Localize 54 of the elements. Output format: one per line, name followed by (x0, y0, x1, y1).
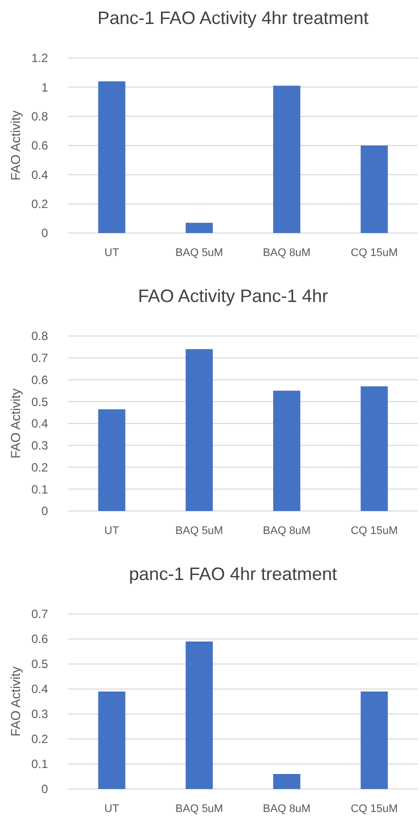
bar (273, 86, 300, 233)
x-tick-label: CQ 15uM (350, 525, 398, 537)
y-tick-label: 0.4 (31, 168, 48, 182)
y-tick-label: 0.2 (31, 460, 48, 474)
y-tick-label: 0.6 (31, 632, 48, 646)
y-tick-label: 1 (41, 80, 48, 94)
bar (98, 81, 126, 233)
y-tick-label: 0.1 (31, 757, 48, 772)
chart-title: FAO Activity Panc-1 4hr (138, 286, 328, 306)
y-tick-label: 0.1 (31, 482, 48, 496)
bar (273, 774, 300, 789)
y-tick-label: 0.2 (31, 732, 48, 746)
x-tick-label: BAQ 5uM (175, 803, 224, 815)
bar (360, 386, 388, 511)
y-tick-label: 0 (41, 782, 48, 796)
y-tick-label: 0.7 (31, 351, 48, 366)
y-axis-title: FAO Activity (8, 388, 23, 459)
bar (98, 409, 126, 511)
y-tick-label: 0.4 (31, 682, 48, 696)
bar (360, 692, 388, 789)
x-tick-label: BAQ 8uM (262, 525, 311, 537)
bar (273, 390, 300, 511)
y-tick-label: 0.6 (31, 138, 48, 153)
x-tick-label: BAQ 5uM (175, 525, 224, 537)
bar (186, 642, 213, 789)
x-tick-label: BAQ 5uM (175, 247, 224, 259)
y-tick-label: 0.3 (31, 707, 48, 722)
y-tick-label: 0.7 (31, 607, 48, 622)
y-axis-title: FAO Activity (8, 110, 23, 181)
bar (186, 349, 213, 511)
y-tick-label: 0 (41, 226, 48, 240)
x-tick-label: CQ 15uM (350, 803, 398, 815)
chart-title: panc-1 FAO 4hr treatment (128, 564, 338, 584)
y-tick-label: 1.2 (31, 51, 48, 66)
x-tick-label: UT (104, 803, 120, 815)
x-tick-label: UT (104, 525, 120, 537)
y-tick-label: 0.8 (31, 110, 48, 124)
y-tick-label: 0.6 (31, 372, 48, 387)
y-tick-label: 0.3 (31, 438, 48, 453)
y-tick-label: 0.5 (31, 657, 48, 672)
x-tick-label: BAQ 8uM (262, 803, 311, 815)
y-tick-label: 0.8 (31, 329, 48, 344)
bar (186, 222, 213, 233)
x-tick-label: UT (104, 247, 120, 259)
y-tick-label: 0.5 (31, 394, 48, 409)
x-tick-label: BAQ 8uM (262, 247, 311, 259)
bar (360, 146, 388, 233)
y-tick-label: 0 (41, 504, 48, 518)
y-tick-label: 0.4 (31, 416, 48, 431)
x-tick-label: CQ 15uM (350, 247, 398, 259)
y-tick-label: 0.2 (31, 197, 48, 212)
y-axis-title: FAO Activity (8, 666, 23, 737)
bar (98, 692, 126, 789)
chart-title: Panc-1 FAO Activity 4hr treatment (97, 8, 369, 28)
